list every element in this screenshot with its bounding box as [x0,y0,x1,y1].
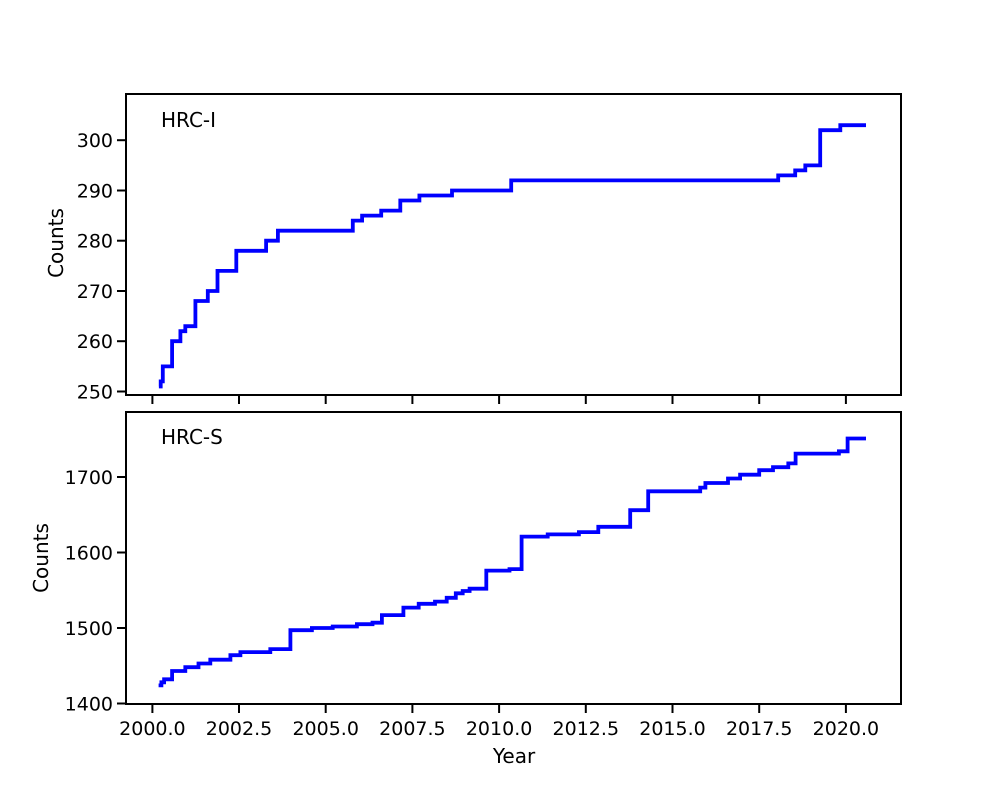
hrc-s-axis-ticks: 2000.0 2002.5 2005.0 2007.5 2010.0 2012.5 2015… [65,467,880,740]
hrc-s-line [158,436,866,688]
y-tick-label: 1600 [65,543,113,565]
x-tick-label: 2015.0 [639,718,705,740]
x-tick-label: 2005.0 [292,718,358,740]
x-tick-label: 2012.5 [553,718,619,740]
hrc-s-panel: 2000.0 2002.5 2005.0 2007.5 2010.0 2012.5 2015… [29,411,902,768]
y-tick-label: 1400 [65,694,113,716]
y-tick-label: 1700 [65,467,113,489]
x-tick-label: 2007.5 [379,718,445,740]
hrc-i-panel-title: HRC-I [161,108,216,132]
hrc-i-y-axis-label: Counts [44,208,68,278]
hrc-s-plot-area [125,411,902,705]
hrc-i-panel: 250 260 270 280 290 300 HRC-I Counts [44,93,902,404]
hrc-i-line [158,123,866,389]
hrc-i-plot-area [125,93,902,396]
y-tick-label: 250 [77,382,113,404]
y-tick-label: 300 [77,130,113,152]
x-tick-label: 2010.0 [466,718,532,740]
y-tick-label: 290 [77,181,113,203]
y-tick-label: 280 [77,231,113,253]
x-tick-label: 2002.5 [206,718,272,740]
y-tick-label: 270 [77,281,113,303]
x-tick-label: 2000.0 [119,718,185,740]
x-tick-label: 2020.0 [813,718,879,740]
x-axis-label: Year [492,744,536,768]
hrc-i-axis-ticks: 250 260 270 280 290 300 [77,130,847,404]
x-tick-label: 2017.5 [726,718,792,740]
hrc-s-panel-title: HRC-S [161,425,223,449]
y-tick-label: 1500 [65,618,113,640]
y-tick-label: 260 [77,331,113,353]
hrc-s-y-axis-label: Counts [29,523,53,593]
